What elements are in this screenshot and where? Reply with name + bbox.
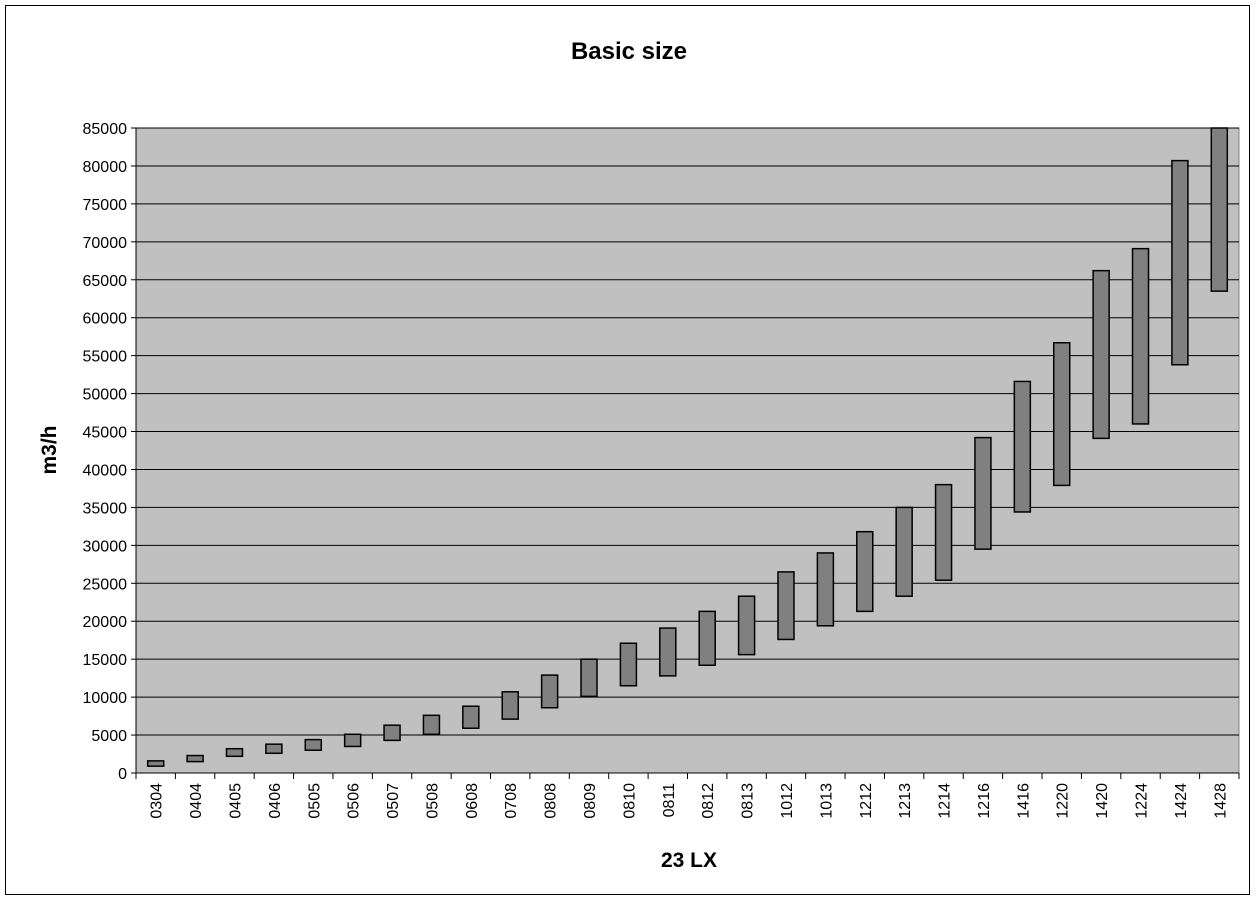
x-tick-label: 1224 <box>1134 783 1151 819</box>
range-bar <box>619 642 638 687</box>
range-bar <box>146 760 165 767</box>
range-bar <box>1171 159 1189 366</box>
x-tick-label: 0813 <box>740 783 757 819</box>
range-bar <box>816 552 835 627</box>
x-tick-label: 1420 <box>1094 783 1111 819</box>
y-tick-label: 30000 <box>83 538 128 555</box>
y-tick-label: 60000 <box>83 311 128 328</box>
x-tick-label: 0508 <box>424 783 441 819</box>
y-tick-label: 80000 <box>83 159 128 176</box>
x-tick-label: 0406 <box>267 783 284 819</box>
x-tick-label: 1012 <box>779 783 796 819</box>
x-tick-label: 0405 <box>227 783 244 819</box>
range-bar <box>1210 127 1229 292</box>
range-bar <box>501 691 519 720</box>
range-bar <box>304 738 323 751</box>
range-bar <box>265 743 283 755</box>
x-tick-label: 0812 <box>700 783 717 819</box>
range-bar <box>934 483 953 582</box>
x-tick-label: 1428 <box>1212 783 1229 819</box>
x-tick-label: 0810 <box>621 783 638 819</box>
y-tick-label: 70000 <box>83 235 128 252</box>
x-tick-label: 1424 <box>1173 783 1190 819</box>
x-tick-label: 1213 <box>897 783 914 819</box>
range-bar <box>1131 247 1150 425</box>
x-axis-title: 23 LX <box>661 849 717 872</box>
y-axis-title: m3/h <box>38 425 61 474</box>
x-tick-label: 0505 <box>306 783 323 819</box>
x-tick-label: 0608 <box>464 783 481 819</box>
y-tick-label: 85000 <box>83 121 128 138</box>
range-bar <box>462 705 480 729</box>
range-bar <box>186 754 204 763</box>
x-tick-label: 1220 <box>1055 783 1072 819</box>
range-bar <box>383 724 401 742</box>
x-tick-label: 1212 <box>858 783 875 819</box>
y-tick-label: 35000 <box>83 500 128 517</box>
range-bar <box>1092 269 1110 440</box>
y-tick-label: 50000 <box>83 387 128 404</box>
range-bar <box>856 530 874 613</box>
x-tick-label: 1216 <box>976 783 993 819</box>
y-tick-label: 15000 <box>83 652 128 669</box>
chart-frame: Basic size 0 5000 10000 15000 20000 25000 3000… <box>5 5 1250 895</box>
range-bar <box>422 714 441 736</box>
x-tick-label: 1416 <box>1015 783 1032 819</box>
chart-svg: Basic size 0 5000 10000 15000 20000 25000 3000… <box>38 38 1240 872</box>
range-bar <box>895 506 913 597</box>
range-bar <box>1013 380 1032 513</box>
y-tick-label: 25000 <box>83 576 128 593</box>
x-tick-label: 0809 <box>582 783 599 819</box>
y-tick-label: 75000 <box>83 197 128 214</box>
chart-title: Basic size <box>571 38 687 65</box>
range-bar <box>698 610 716 666</box>
x-tick-label: 0808 <box>543 783 560 819</box>
range-bar <box>540 674 559 709</box>
y-tick-label: 10000 <box>83 690 128 707</box>
y-tick-label: 0 <box>118 766 127 783</box>
x-tick-label: 1214 <box>937 783 954 819</box>
range-bar <box>343 733 362 748</box>
y-tick-label: 65000 <box>83 273 128 290</box>
plot-area: 0 5000 10000 15000 20000 25000 30000 35000 40000… <box>83 121 1240 819</box>
x-tick-label: 0404 <box>188 783 205 819</box>
plot-background <box>135 127 1240 774</box>
range-bar <box>777 571 795 641</box>
range-bar <box>1052 341 1071 487</box>
y-tick-label: 5000 <box>91 728 127 745</box>
x-tick-label: 0708 <box>503 783 520 819</box>
range-bar <box>659 627 677 677</box>
y-tick-label: 55000 <box>83 349 128 366</box>
range-bar <box>580 658 598 698</box>
y-tick-label: 40000 <box>83 462 128 479</box>
y-tick-label: 20000 <box>83 614 128 631</box>
x-tick-label: 0506 <box>346 783 363 819</box>
x-tick-label: 1013 <box>818 783 835 819</box>
y-tick-label: 45000 <box>83 425 128 442</box>
x-tick-label: 0507 <box>385 783 402 819</box>
range-bar <box>737 595 756 656</box>
x-tick-label: 0304 <box>149 783 166 819</box>
range-bar <box>974 436 992 550</box>
x-tick-label: 0811 <box>661 783 678 818</box>
range-bar <box>225 747 244 758</box>
